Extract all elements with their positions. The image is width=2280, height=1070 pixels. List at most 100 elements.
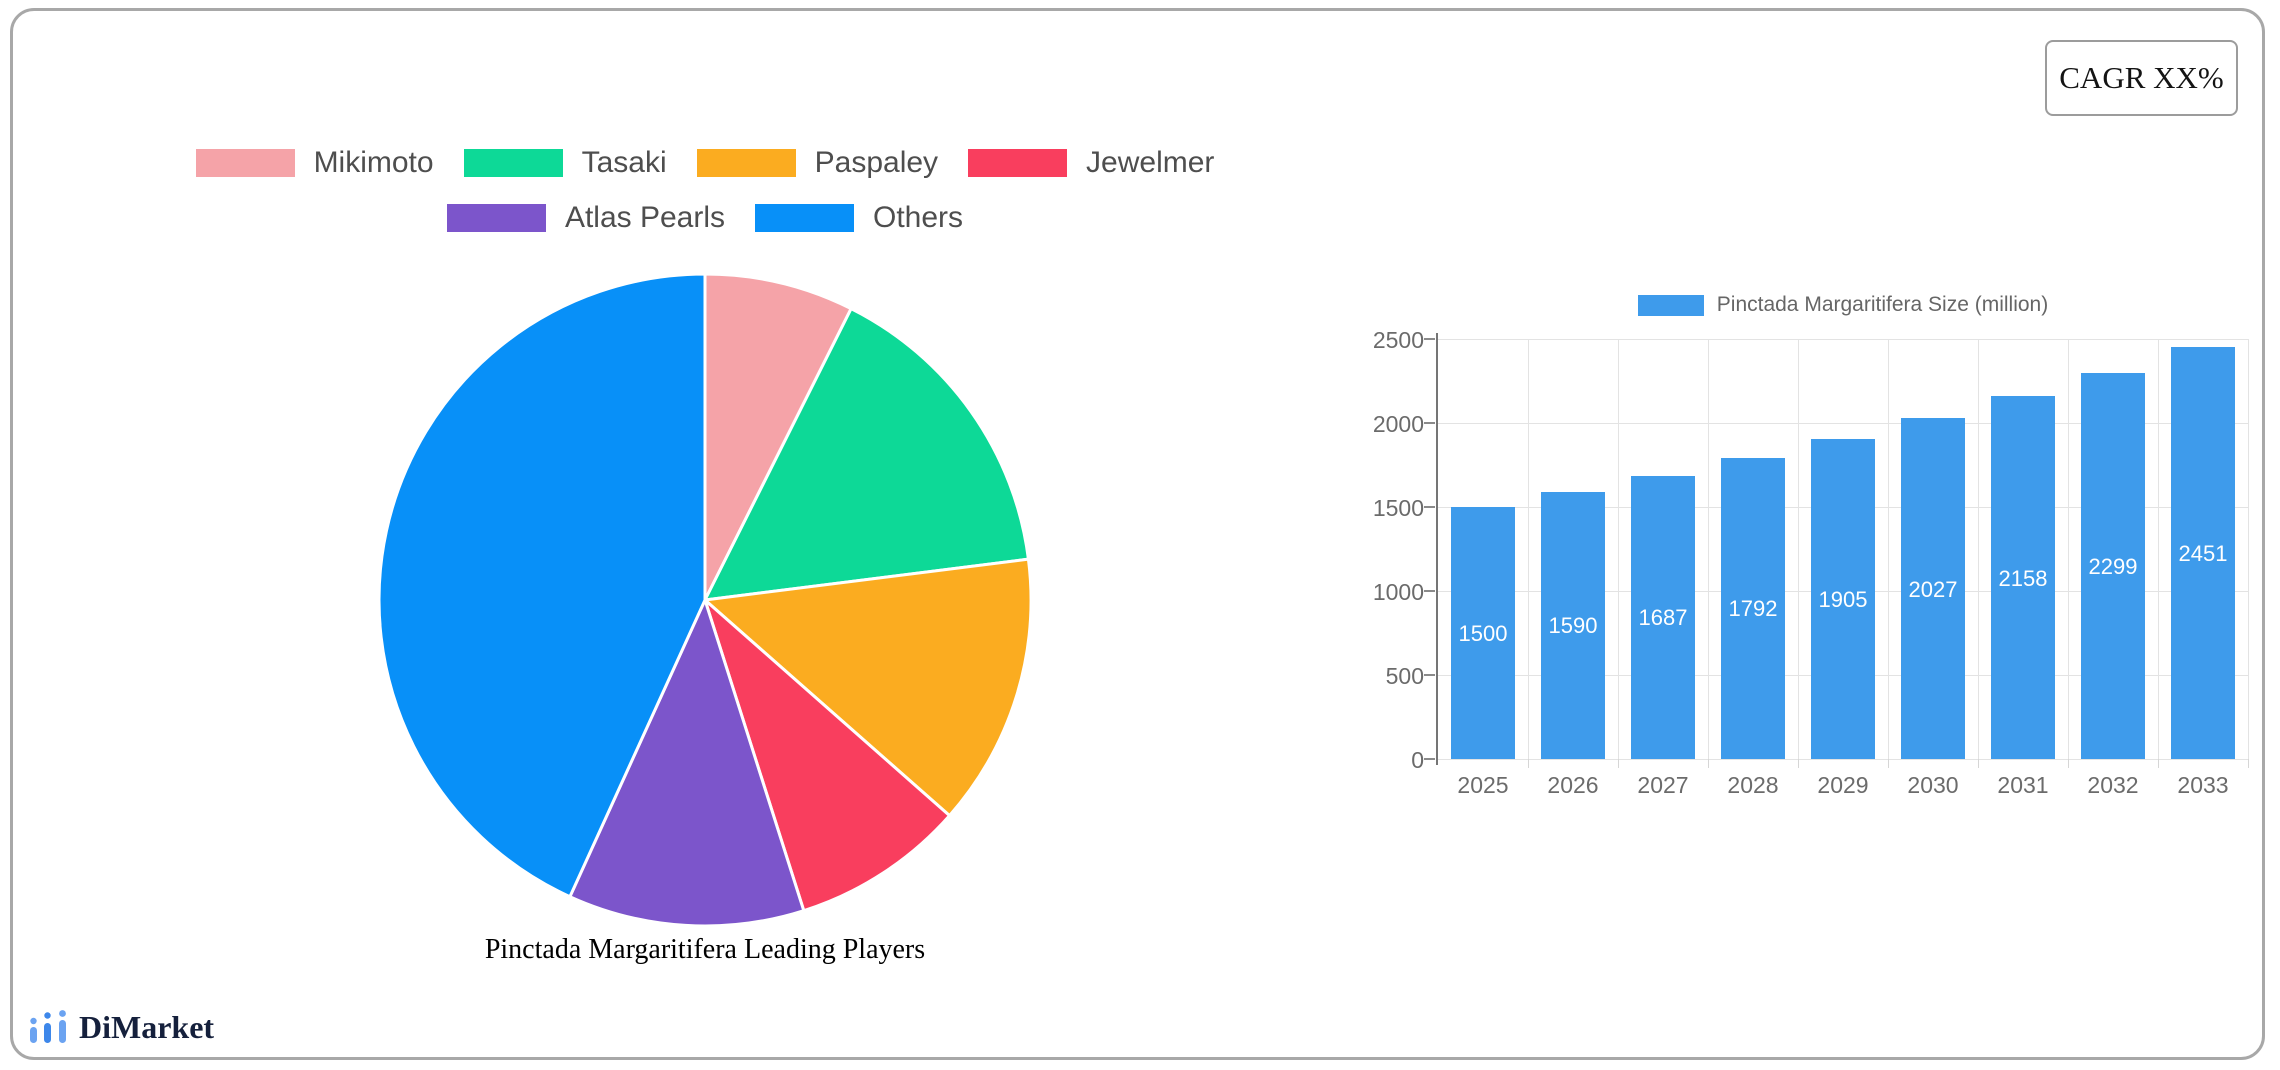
bar-2032 (2081, 372, 2145, 759)
pie-slice-others (377, 272, 707, 899)
bar-2033 (2171, 347, 2235, 759)
report-frame (10, 8, 2265, 1060)
x-tick-mark (1527, 759, 1529, 768)
y-tick-mark (1424, 590, 1435, 592)
v-gridline (1707, 339, 1709, 759)
legend-swatch (463, 149, 563, 177)
bar-value-label: 1792 (1728, 596, 1778, 622)
bar-value-label: 2027 (1908, 576, 1958, 602)
bar-2030 (1901, 418, 1965, 759)
pie-chart-title: Pinctada Margaritifera Leading Players (484, 934, 926, 965)
x-tick-label: 2029 (1817, 772, 1869, 798)
legend-item-paspaley: Paspaley (696, 146, 939, 180)
legend-label: Jewelmer (1086, 146, 1215, 179)
pie-slice-jewelmer (703, 598, 952, 913)
legend-item-atlas-pearls: Atlas Pearls (446, 201, 726, 235)
pie-slice-paspaley (703, 557, 1033, 818)
legend-swatch (446, 204, 546, 232)
x-tick-mark (1617, 759, 1619, 768)
y-tick-mark (1424, 422, 1435, 424)
x-tick-label: 2027 (1637, 772, 1689, 798)
x-tick-mark (2157, 759, 2159, 768)
pie-legend-row: Mikimoto Tasaki Paspaley Jewelmer (195, 146, 1214, 180)
legend-label: Paspaley (814, 146, 939, 179)
legend-label: Tasaki (581, 146, 667, 179)
h-gridline (1438, 758, 2248, 760)
pie-slice-mikimoto (703, 272, 853, 602)
x-tick-mark (2247, 759, 2249, 768)
legend-label: Others (873, 201, 964, 234)
y-tick-mark (1424, 506, 1435, 508)
bar-value-label: 1905 (1818, 586, 1868, 612)
legend-swatch (968, 149, 1068, 177)
x-tick-mark (1707, 759, 1709, 768)
bar-legend-swatch (1637, 294, 1704, 316)
y-tick-mark (1424, 758, 1435, 760)
legend-swatch (696, 149, 796, 177)
cagr-badge: CAGR XX% (2045, 40, 2238, 116)
dimarket-logo: DiMarket (28, 1010, 214, 1043)
y-tick-label: 1500 (1372, 495, 1424, 521)
legend-item-jewelmer: Jewelmer (968, 146, 1214, 180)
v-gridline (1977, 339, 1979, 759)
x-tick-label: 2030 (1907, 772, 1959, 798)
bar-value-label: 1687 (1638, 605, 1688, 631)
v-gridline (2067, 339, 2069, 759)
bar-value-label: 1590 (1548, 613, 1598, 639)
cagr-label: CAGR XX% (2059, 60, 2224, 95)
h-gridline (1438, 422, 2248, 424)
x-tick-label: 2033 (2177, 772, 2229, 798)
y-tick-mark (1424, 338, 1435, 340)
v-gridline (1797, 339, 1799, 759)
y-tick-mark (1424, 674, 1435, 676)
y-tick-label: 2500 (1372, 327, 1424, 353)
v-gridline (1527, 339, 1529, 759)
x-tick-label: 2032 (2087, 772, 2139, 798)
v-gridline (2247, 339, 2249, 759)
bar-value-label: 2451 (2178, 541, 2228, 567)
pie-slice-atlas-pearls (568, 598, 806, 928)
legend-item-mikimoto: Mikimoto (195, 146, 434, 180)
y-tick-label: 2000 (1372, 411, 1424, 437)
pie-legend: Mikimoto Tasaki Paspaley Jewelmer Atlas Pear… (0, 146, 1410, 235)
x-tick-label: 2028 (1727, 772, 1779, 798)
bar-value-label: 2158 (1998, 565, 2048, 591)
x-tick-mark (2067, 759, 2069, 768)
bar-2027 (1631, 475, 1695, 759)
x-tick-label: 2031 (1997, 772, 2049, 798)
bar-2029 (1811, 438, 1875, 759)
x-tick-mark (1887, 759, 1889, 768)
legend-item-others: Others (755, 201, 963, 235)
v-gridline (1617, 339, 1619, 759)
legend-swatch (755, 204, 855, 232)
legend-item-tasaki: Tasaki (463, 146, 667, 180)
x-tick-label: 2026 (1547, 772, 1599, 798)
logo-bars-icon (30, 1010, 66, 1043)
y-tick-label: 1000 (1372, 579, 1424, 605)
legend-label: Mikimoto (313, 146, 434, 179)
bar-value-label: 1500 (1458, 621, 1508, 646)
x-tick-label: 2025 (1457, 772, 1509, 798)
pie-legend-row: Atlas Pearls Others (446, 201, 963, 235)
v-gridline (1887, 339, 1889, 759)
bar-value-label: 2299 (2088, 553, 2138, 579)
bar-2031 (1991, 396, 2055, 759)
bar-2025 (1451, 507, 1515, 759)
bar-2028 (1721, 457, 1785, 759)
bar-2026 (1541, 491, 1605, 759)
y-axis-line (1436, 333, 1438, 765)
legend-swatch (195, 149, 295, 177)
x-tick-mark (1977, 759, 1979, 768)
bar-chart-legend: Pinctada Margaritifera Size (million) (1438, 293, 2248, 317)
logo-text: DiMarket (79, 1009, 215, 1045)
y-tick-label: 500 (1385, 663, 1424, 689)
bar-chart-plot: 1500 1590 1687 1792 1905 2027 2158 2299 2451 (1424, 333, 2249, 768)
x-tick-mark (1797, 759, 1799, 768)
y-tick-label: 0 (1411, 747, 1424, 773)
legend-label: Atlas Pearls (564, 201, 726, 234)
bar-legend-label: Pinctada Margaritifera Size (million) (1716, 293, 2049, 316)
pie-chart (377, 272, 1033, 928)
pie-slice-tasaki (703, 307, 1030, 602)
h-gridline (1438, 338, 2248, 340)
v-gridline (2157, 339, 2159, 759)
